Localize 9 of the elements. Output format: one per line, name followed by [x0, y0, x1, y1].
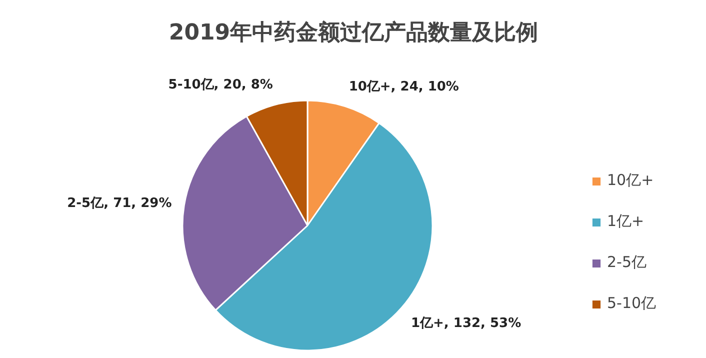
data-label: 10亿+, 24, 10% [348, 79, 459, 94]
data-label: 1亿+, 132, 53% [411, 316, 522, 332]
legend-label: 10亿+ [607, 171, 654, 190]
legend-label: 5-10亿 [607, 294, 656, 313]
data-label: 5-10亿, 20, 8% [168, 77, 273, 92]
chart-title: 2019年中药金额过亿产品数量及比例 [168, 20, 538, 46]
legend-label: 2-5亿 [607, 253, 646, 272]
data-label: 2-5亿, 71, 29% [67, 196, 172, 212]
legend-label: 1亿+ [607, 212, 644, 231]
